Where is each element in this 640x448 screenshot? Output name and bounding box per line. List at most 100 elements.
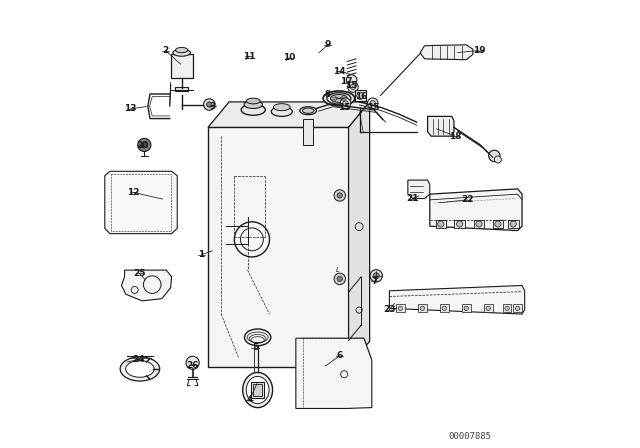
- Ellipse shape: [330, 95, 348, 102]
- Circle shape: [138, 138, 151, 151]
- Text: 00007885: 00007885: [449, 432, 492, 441]
- Text: 18: 18: [449, 132, 461, 141]
- Circle shape: [350, 84, 356, 90]
- Circle shape: [489, 150, 500, 162]
- Bar: [175, 86, 188, 91]
- Polygon shape: [435, 220, 446, 228]
- Polygon shape: [430, 189, 522, 231]
- Circle shape: [186, 356, 199, 370]
- Polygon shape: [208, 127, 349, 367]
- Circle shape: [420, 306, 424, 310]
- Text: 17: 17: [340, 77, 353, 86]
- Ellipse shape: [241, 104, 266, 115]
- Circle shape: [515, 306, 520, 310]
- Polygon shape: [513, 304, 522, 312]
- Polygon shape: [420, 45, 473, 60]
- Polygon shape: [396, 304, 404, 312]
- Circle shape: [348, 82, 358, 92]
- Polygon shape: [389, 285, 525, 314]
- Circle shape: [357, 92, 364, 99]
- Polygon shape: [122, 270, 172, 301]
- Ellipse shape: [175, 47, 188, 53]
- Text: 14: 14: [333, 67, 346, 76]
- Text: 10: 10: [283, 53, 296, 62]
- Ellipse shape: [327, 93, 351, 104]
- Text: 15: 15: [338, 103, 351, 112]
- Circle shape: [456, 221, 463, 227]
- Text: 23: 23: [383, 305, 396, 314]
- Text: 16: 16: [355, 92, 368, 101]
- Polygon shape: [462, 304, 470, 312]
- Circle shape: [370, 101, 375, 106]
- Circle shape: [495, 221, 501, 227]
- Circle shape: [373, 273, 380, 279]
- Text: 4: 4: [246, 395, 253, 404]
- Text: 13: 13: [124, 104, 136, 113]
- Polygon shape: [440, 304, 449, 312]
- Text: 25: 25: [132, 269, 145, 278]
- Text: 22: 22: [461, 195, 474, 204]
- Text: 15: 15: [346, 81, 358, 90]
- Bar: [355, 90, 365, 101]
- Text: 20: 20: [136, 141, 148, 151]
- Polygon shape: [296, 338, 372, 409]
- Polygon shape: [105, 171, 177, 234]
- Circle shape: [494, 156, 501, 163]
- Circle shape: [367, 98, 378, 108]
- Polygon shape: [484, 304, 493, 312]
- Text: L: L: [335, 267, 339, 273]
- Circle shape: [346, 75, 357, 85]
- Bar: [171, 54, 193, 78]
- Circle shape: [334, 273, 346, 284]
- Polygon shape: [493, 220, 503, 228]
- Text: 3: 3: [209, 102, 216, 111]
- Text: 19: 19: [473, 46, 485, 55]
- Circle shape: [204, 99, 215, 110]
- Bar: [253, 384, 262, 396]
- Ellipse shape: [303, 108, 314, 113]
- Circle shape: [343, 101, 348, 106]
- Ellipse shape: [173, 49, 191, 56]
- Ellipse shape: [244, 329, 271, 346]
- Circle shape: [141, 142, 147, 148]
- Circle shape: [510, 221, 516, 227]
- Text: 6: 6: [337, 351, 343, 360]
- Circle shape: [370, 270, 382, 282]
- Polygon shape: [454, 220, 465, 228]
- Text: 11: 11: [243, 52, 255, 61]
- Polygon shape: [418, 304, 427, 312]
- Polygon shape: [502, 304, 511, 312]
- Circle shape: [337, 276, 342, 281]
- Ellipse shape: [244, 101, 262, 108]
- Text: 26: 26: [186, 361, 199, 370]
- Text: 15: 15: [367, 103, 380, 112]
- Polygon shape: [208, 102, 370, 127]
- Circle shape: [486, 306, 490, 310]
- Ellipse shape: [246, 98, 260, 104]
- Bar: [251, 382, 264, 398]
- Circle shape: [340, 98, 351, 108]
- Polygon shape: [508, 220, 518, 228]
- Circle shape: [334, 190, 346, 201]
- Circle shape: [476, 221, 482, 227]
- Text: 2: 2: [163, 46, 168, 55]
- Text: 7: 7: [372, 276, 378, 285]
- Ellipse shape: [120, 357, 160, 381]
- Circle shape: [505, 306, 509, 310]
- Circle shape: [207, 102, 212, 107]
- Ellipse shape: [273, 103, 290, 111]
- Polygon shape: [428, 116, 454, 136]
- Text: 5: 5: [252, 343, 258, 353]
- Bar: [303, 120, 314, 145]
- Polygon shape: [408, 180, 430, 198]
- Text: 9: 9: [324, 40, 331, 49]
- Polygon shape: [474, 220, 484, 228]
- Text: 24: 24: [132, 355, 145, 364]
- Ellipse shape: [323, 91, 355, 106]
- Text: 21: 21: [406, 194, 419, 203]
- Text: 8: 8: [324, 90, 331, 99]
- Circle shape: [337, 193, 342, 198]
- Circle shape: [442, 306, 447, 310]
- Text: 12: 12: [127, 188, 140, 197]
- Circle shape: [438, 221, 444, 227]
